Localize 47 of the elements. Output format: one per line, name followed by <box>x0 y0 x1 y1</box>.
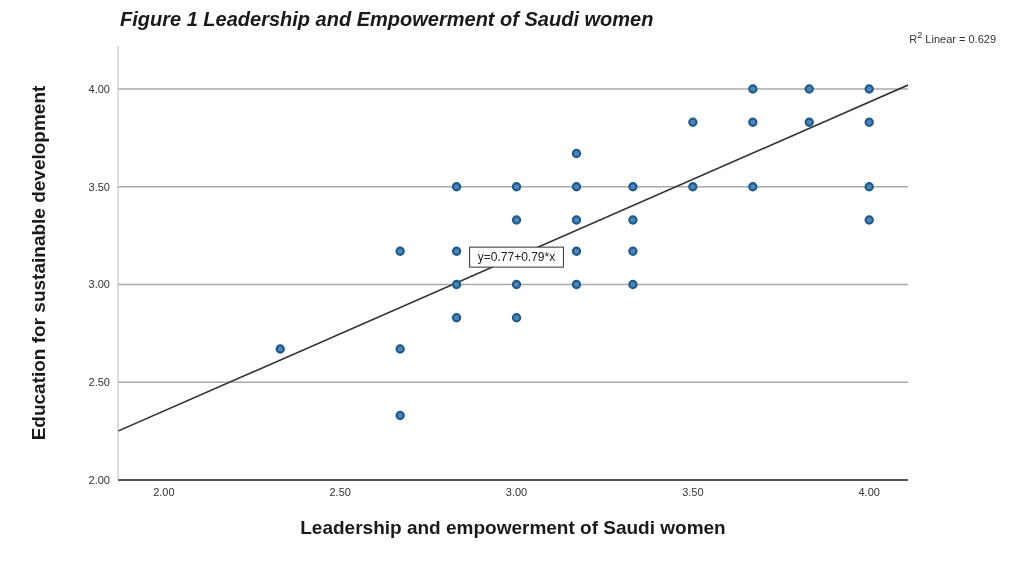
point <box>571 148 582 159</box>
point <box>511 215 522 225</box>
x-tick-label: 3.00 <box>505 485 528 498</box>
point <box>628 182 638 192</box>
point <box>628 246 638 256</box>
annotation: y=0.77+0.79*x <box>477 250 556 265</box>
point <box>864 84 874 94</box>
x-axis-title: Leadership and empowerment of Saudi women <box>300 517 726 538</box>
y-tick-label: 3.00 <box>88 278 110 291</box>
point <box>864 182 874 192</box>
point <box>275 344 285 354</box>
x-tick-label: 2.50 <box>329 485 351 498</box>
x-tick-label: 2.00 <box>153 485 175 498</box>
y-axis-title: Education for sustainable development <box>27 84 49 441</box>
point <box>864 117 874 127</box>
point <box>804 117 814 127</box>
point <box>864 215 874 225</box>
point <box>511 279 522 290</box>
y-tick-label: 3.50 <box>88 180 110 193</box>
point <box>511 313 522 323</box>
x-tick-label: 4.00 <box>858 485 880 498</box>
point <box>511 182 522 192</box>
point <box>571 182 582 192</box>
point <box>451 182 462 192</box>
text: R$^{2}$ Linear = 0.629 <box>909 30 996 45</box>
chart-title: Figure 1 Leadership and Empowerment of Saudi women <box>120 8 654 31</box>
point <box>628 279 638 290</box>
point <box>451 313 462 323</box>
point <box>395 246 405 256</box>
point <box>571 246 582 256</box>
point <box>395 344 405 354</box>
point <box>748 182 758 192</box>
point <box>571 279 582 290</box>
point <box>804 84 814 94</box>
point <box>451 246 462 256</box>
point <box>748 84 758 94</box>
x-tick-label: 3.50 <box>682 485 704 498</box>
y-tick-label: 4.00 <box>88 82 110 95</box>
point <box>628 215 638 225</box>
point <box>451 279 462 290</box>
point <box>395 410 405 421</box>
point <box>688 182 698 192</box>
point <box>748 117 758 127</box>
point <box>571 215 582 225</box>
point <box>688 117 698 127</box>
y-tick-label: 2.00 <box>88 473 110 486</box>
y-tick-label: 2.50 <box>88 376 110 389</box>
